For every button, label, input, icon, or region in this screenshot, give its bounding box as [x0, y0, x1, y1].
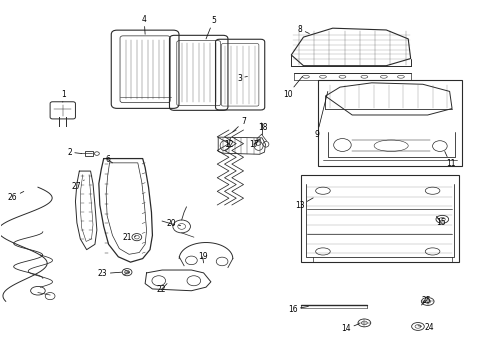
Text: 3: 3	[237, 74, 247, 83]
Text: 23: 23	[98, 269, 122, 278]
Text: 26: 26	[8, 192, 24, 202]
Text: 1: 1	[61, 90, 66, 102]
Text: 16: 16	[288, 305, 308, 314]
Text: 14: 14	[342, 324, 360, 333]
Bar	[301, 175, 460, 262]
Text: 27: 27	[71, 180, 84, 191]
Text: 6: 6	[105, 155, 113, 164]
Text: 21: 21	[122, 233, 136, 242]
Text: 7: 7	[233, 117, 246, 132]
Text: 25: 25	[421, 296, 432, 305]
Text: 8: 8	[298, 25, 309, 34]
Text: 12: 12	[224, 138, 234, 149]
Text: 24: 24	[418, 323, 434, 332]
Text: 2: 2	[67, 148, 82, 157]
Text: 11: 11	[445, 152, 455, 168]
Text: 13: 13	[295, 198, 313, 210]
Text: 9: 9	[315, 91, 328, 139]
Bar	[85, 151, 93, 156]
Text: 22: 22	[156, 284, 167, 294]
Text: 19: 19	[198, 252, 207, 263]
Text: 15: 15	[437, 216, 446, 228]
Bar	[318, 80, 462, 166]
Text: 4: 4	[142, 15, 147, 34]
Text: 20: 20	[166, 219, 181, 228]
Text: 17: 17	[249, 139, 261, 149]
Text: 10: 10	[283, 76, 302, 99]
Text: 18: 18	[258, 123, 268, 132]
Text: 5: 5	[206, 16, 216, 39]
